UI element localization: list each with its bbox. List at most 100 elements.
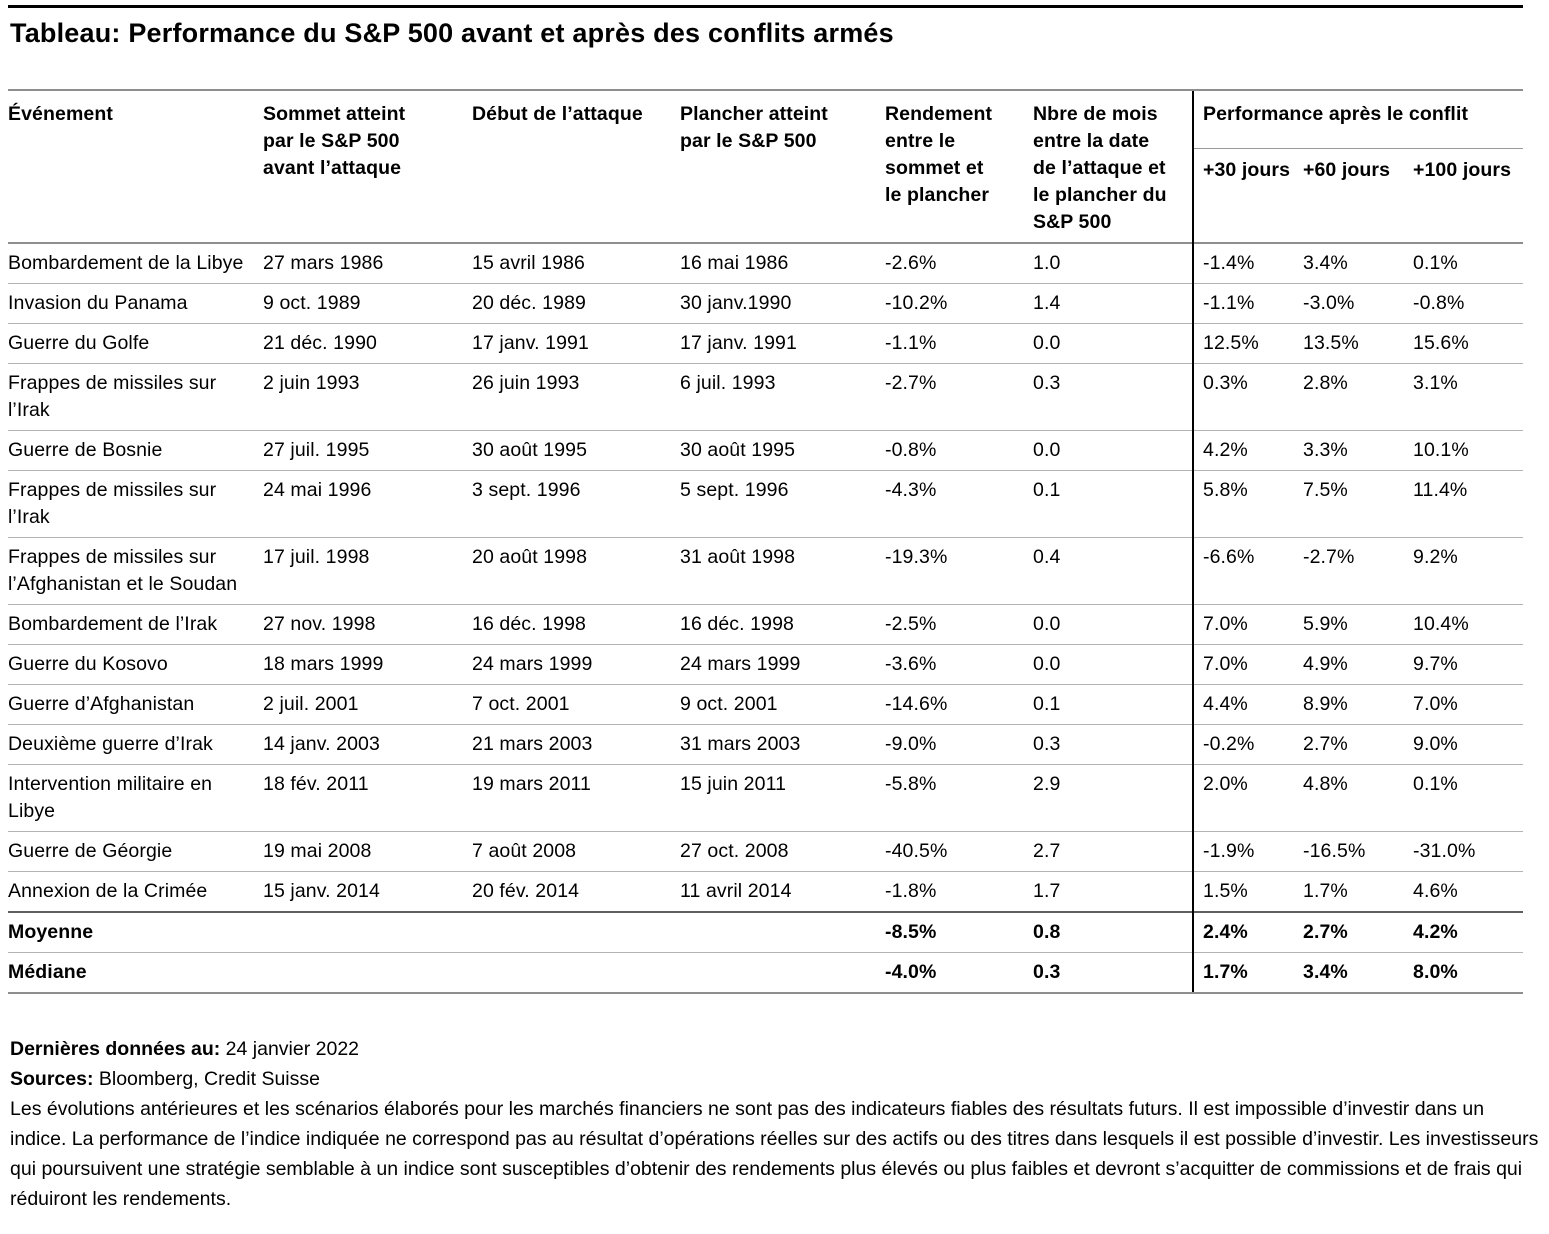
cell-plus-30-days: 7.0% (1192, 604, 1303, 645)
cell-months: 0.0 (1033, 430, 1193, 471)
cell-peak-date: 24 mai 1996 (263, 470, 472, 538)
table-row: Invasion du Panama 9 oct. 1989 20 déc. 1… (8, 283, 1524, 324)
col-group-header-performance-after-conflict: Performance après le conflit (1191, 89, 1524, 149)
cell-attack-start-date: 17 janv. 1991 (472, 323, 680, 364)
cell-attack-start-date: 26 juin 1993 (472, 363, 680, 431)
col-header-attack-start: Début de l’attaque (472, 89, 680, 243)
top-rule (8, 5, 1523, 8)
cell-peak-date: 14 janv. 2003 (263, 724, 472, 765)
cell-return: -1.1% (885, 323, 1033, 364)
cell-plus-60-days: 5.9% (1303, 604, 1413, 645)
cell-plus-60-days: -3.0% (1303, 283, 1413, 324)
cell-months: 0.3 (1033, 724, 1193, 765)
cell-plus-60-days: -2.7% (1303, 537, 1413, 605)
cell-plus-30-days: 2.4% (1192, 911, 1303, 953)
cell-peak-date: 15 janv. 2014 (263, 871, 472, 912)
cell-attack-start-date: 3 sept. 1996 (472, 470, 680, 538)
cell-return: -19.3% (885, 537, 1033, 605)
col-header-plus-100-days: +100 jours (1413, 159, 1512, 181)
cell-months: 0.8 (1033, 911, 1193, 953)
cell-return: -10.2% (885, 283, 1033, 324)
table-row: Frappes de missiles sur l’Irak 2 juin 19… (8, 363, 1524, 431)
cell-peak-date: 2 juil. 2001 (263, 684, 472, 725)
cell-months: 0.0 (1033, 323, 1193, 364)
cell-plus-60-days: 7.5% (1303, 470, 1413, 538)
cell-attack-start-date: 20 août 1998 (472, 537, 680, 605)
header-row-main: Événement Sommet atteint par le S&P 500 … (8, 89, 1524, 243)
cell-event: Frappes de missiles sur l’Irak (8, 470, 263, 538)
cell-trough-date: 30 août 1995 (680, 430, 885, 471)
cell-months: 0.1 (1033, 684, 1193, 725)
cell-plus-100-days: 9.7% (1413, 644, 1524, 685)
col-header-return-peak-trough: Rendement entre le sommet et le plancher (885, 89, 1033, 243)
cell-plus-100-days: 9.2% (1413, 537, 1524, 605)
cell-months: 0.1 (1033, 470, 1193, 538)
cell-peak-date: 27 nov. 1998 (263, 604, 472, 645)
table-row: Guerre du Kosovo 18 mars 1999 24 mars 19… (8, 644, 1524, 685)
cell-plus-30-days: 4.4% (1192, 684, 1303, 725)
table-row: Guerre d’Afghanistan 2 juil. 2001 7 oct.… (8, 684, 1524, 725)
table-row: Guerre de Géorgie 19 mai 2008 7 août 200… (8, 831, 1524, 872)
cell-plus-100-days: 11.4% (1413, 470, 1524, 538)
cell-plus-60-days: 13.5% (1303, 323, 1413, 364)
cell-plus-60-days: 3.4% (1303, 952, 1413, 994)
cell-peak-date (263, 911, 472, 953)
table-header: Événement Sommet atteint par le S&P 500 … (8, 89, 1524, 243)
table-row: Médiane -4.0% 0.3 1.7% 3.4% 8.0% (8, 952, 1524, 994)
last-data-label: Dernières données au: (10, 1038, 221, 1060)
cell-months: 0.0 (1033, 604, 1193, 645)
cell-months: 0.3 (1033, 363, 1193, 431)
table-row: Guerre du Golfe 21 déc. 1990 17 janv. 19… (8, 323, 1524, 364)
cell-plus-60-days: 3.3% (1303, 430, 1413, 471)
cell-plus-30-days: -1.4% (1192, 242, 1303, 284)
header-row-sub: +30 jours +60 jours +100 jours (8, 148, 1523, 243)
cell-months: 0.3 (1033, 952, 1193, 994)
cell-attack-start-date: 7 août 2008 (472, 831, 680, 872)
cell-trough-date: 31 mars 2003 (680, 724, 885, 765)
cell-peak-date: 19 mai 2008 (263, 831, 472, 872)
cell-trough-date: 27 oct. 2008 (680, 831, 885, 872)
cell-months: 0.0 (1033, 644, 1193, 685)
cell-plus-60-days: 3.4% (1303, 242, 1413, 284)
cell-attack-start-date (472, 952, 680, 994)
cell-peak-date: 18 fév. 2011 (263, 764, 472, 832)
cell-attack-start-date: 30 août 1995 (472, 430, 680, 471)
table-row: Deuxième guerre d’Irak 14 janv. 2003 21 … (8, 724, 1524, 765)
col-header-plus-60-days: +60 jours (1303, 159, 1391, 181)
cell-trough-date: 30 janv.1990 (680, 283, 885, 324)
cell-return: -0.8% (885, 430, 1033, 471)
table-row: Bombardement de l’Irak 27 nov. 1998 16 d… (8, 604, 1524, 645)
cell-event: Guerre d’Afghanistan (8, 684, 263, 725)
cell-return: -5.8% (885, 764, 1033, 832)
cell-peak-date: 2 juin 1993 (263, 363, 472, 431)
cell-trough-date: 11 avril 2014 (680, 871, 885, 912)
table-row: Bombardement de la Libye 27 mars 1986 15… (8, 242, 1524, 284)
cell-trough-date: 31 août 1998 (680, 537, 885, 605)
cell-plus-100-days: 7.0% (1413, 684, 1524, 725)
cell-plus-30-days: 7.0% (1192, 644, 1303, 685)
cell-event: Guerre du Kosovo (8, 644, 263, 685)
cell-event: Guerre de Géorgie (8, 831, 263, 872)
cell-plus-100-days: 0.1% (1413, 242, 1524, 284)
footer: Dernières données au: 24 janvier 2022 So… (10, 1034, 1539, 1214)
cell-months: 1.7 (1033, 871, 1193, 912)
table-body: Bombardement de la Libye 27 mars 1986 15… (8, 242, 1524, 994)
cell-plus-60-days: 1.7% (1303, 871, 1413, 912)
table-row: Frappes de missiles sur l’Irak 24 mai 19… (8, 470, 1524, 538)
col-header-plus-30-days: +30 jours (1192, 148, 1303, 243)
cell-plus-60-days: 2.8% (1303, 363, 1413, 431)
cell-return: -2.5% (885, 604, 1033, 645)
cell-attack-start-date: 7 oct. 2001 (472, 684, 680, 725)
cell-plus-30-days: 2.0% (1192, 764, 1303, 832)
sources-label: Sources: (10, 1068, 94, 1090)
sources-value: Bloomberg, Credit Suisse (98, 1068, 320, 1090)
cell-return: -4.0% (885, 952, 1033, 994)
cell-return: -4.3% (885, 470, 1033, 538)
cell-plus-60-days: 4.8% (1303, 764, 1413, 832)
cell-return: -1.8% (885, 871, 1033, 912)
cell-peak-date: 21 déc. 1990 (263, 323, 472, 364)
cell-trough-date: 9 oct. 2001 (680, 684, 885, 725)
cell-plus-100-days: 4.2% (1413, 911, 1524, 953)
cell-attack-start-date: 16 déc. 1998 (472, 604, 680, 645)
cell-trough-date: 6 juil. 1993 (680, 363, 885, 431)
